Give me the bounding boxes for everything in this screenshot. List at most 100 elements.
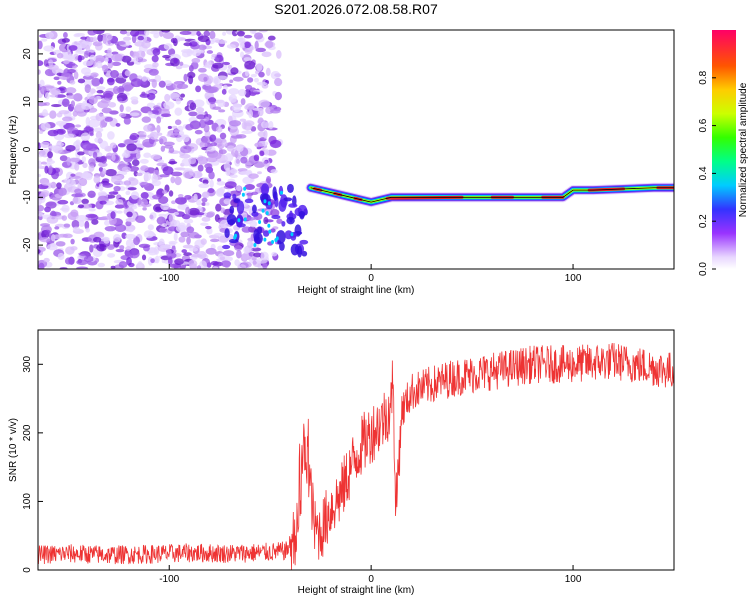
spectrogram-noise-blob	[274, 78, 283, 87]
spectrogram-noise-blob	[43, 45, 55, 52]
spectrogram-xtick-label: 100	[565, 273, 582, 284]
spectrogram-noise-blob	[168, 161, 178, 165]
spectrogram-noise-blob	[265, 67, 271, 77]
spectrogram-noise-blob	[140, 198, 149, 207]
spectrogram-noise-blob	[54, 226, 60, 230]
spectrogram-noise-blob	[234, 259, 240, 267]
spectrogram-noise-blob	[158, 80, 166, 88]
spectrogram-noise-blob	[118, 261, 128, 269]
spectrogram-transition-blob	[251, 211, 259, 217]
spectrogram-noise-blob	[226, 145, 235, 152]
spectrogram-noise-blob	[102, 168, 107, 175]
spectrogram-transition-blob	[279, 190, 283, 195]
spectrogram-noise-blob	[38, 160, 42, 169]
spectrogram-noise-blob	[206, 146, 216, 152]
spectrogram-noise-blob	[57, 199, 69, 205]
spectrogram-noise-blob	[84, 84, 92, 94]
spectrogram-transition-blob	[279, 242, 285, 251]
spectrogram-noise-blob	[213, 232, 223, 237]
spectrogram-noise-blob	[241, 226, 252, 233]
spectrogram-noise-blob	[171, 200, 176, 205]
spectrogram-noise-blob	[212, 62, 224, 69]
spectrogram-noise-blob	[198, 67, 207, 73]
spectrogram-noise-blob	[125, 190, 131, 196]
spectrogram-noise-blob	[219, 132, 227, 140]
spectrogram-noise-blob	[251, 191, 259, 196]
spectrogram-noise-blob	[243, 57, 252, 62]
spectrogram-noise-blob	[137, 261, 143, 269]
spectrogram-noise-blob	[208, 96, 216, 105]
spectrogram-y-label: Frequency (Hz)	[8, 116, 19, 185]
spectrogram-noise-blob	[88, 118, 100, 128]
spectrogram-noise-blob	[188, 75, 194, 85]
spectrogram-noise-blob	[125, 217, 137, 223]
spectrogram-noise-blob	[119, 30, 128, 35]
spectrogram-transition-blob	[290, 243, 300, 256]
spectrogram-noise-blob	[162, 32, 174, 39]
spectrogram-noise-blob	[160, 145, 166, 152]
spectrogram-transition-blob	[298, 211, 306, 218]
spectrogram-noise-blob	[70, 238, 75, 245]
spectrogram-noise-blob	[206, 156, 218, 163]
spectrogram-transition-blob	[263, 199, 267, 204]
spectrogram-noise-blob	[158, 136, 168, 145]
spectrogram-noise-blob	[208, 171, 215, 180]
spectrogram-noise-blob	[113, 185, 121, 192]
spectrogram-noise-blob	[221, 88, 227, 95]
spectrogram-noise-blob	[63, 133, 75, 139]
spectrogram-noise-blob	[235, 249, 242, 259]
spectrogram-noise-blob	[175, 97, 182, 105]
spectrogram-noise-blob	[156, 116, 162, 124]
spectrogram-noise-blob	[114, 204, 125, 209]
spectrogram-transition-blob	[224, 228, 230, 239]
spectrogram-noise-blob	[139, 158, 149, 164]
spectrogram-noise-blob	[119, 245, 125, 250]
spectrogram-noise-blob	[38, 173, 42, 178]
spectrogram-noise-blob	[116, 210, 123, 214]
spectrogram-noise-blob	[217, 245, 224, 251]
spectrogram-noise-blob	[174, 176, 182, 186]
spectrogram-noise-blob	[274, 73, 282, 78]
spectrogram-transition-blob	[241, 192, 245, 197]
spectrogram-noise-blob	[61, 98, 70, 107]
spectrogram-noise-blob	[147, 111, 153, 115]
spectrogram-noise-blob	[51, 104, 62, 108]
snr-xtick-label: 100	[565, 574, 582, 585]
spectrogram-noise-blob	[81, 198, 89, 205]
spectrogram-noise-blob	[191, 170, 203, 179]
spectrogram-noise-blob	[221, 140, 228, 147]
colorbar-tick-label: 0.4	[698, 166, 709, 180]
spectrogram-noise-blob	[173, 232, 178, 242]
spectrogram-noise-blob	[168, 147, 175, 154]
spectrogram-noise-blob	[243, 34, 253, 39]
spectrogram-noise-blob	[136, 172, 143, 177]
spectrogram-noise-blob	[203, 30, 210, 37]
spectrogram-noise-blob	[141, 75, 148, 82]
spectrogram-noise-blob	[173, 211, 180, 216]
spectrogram-noise-blob	[184, 194, 192, 200]
spectrogram-noise-blob	[267, 35, 276, 41]
spectrogram-noise-blob	[152, 48, 161, 56]
spectrogram-transition-blob	[252, 204, 257, 214]
spectrogram-noise-blob	[182, 244, 194, 249]
spectrogram-noise-blob	[127, 187, 137, 191]
spectrogram-noise-blob	[92, 41, 103, 47]
spectrogram-noise-blob	[45, 201, 57, 209]
spectrogram-noise-blob	[129, 132, 139, 141]
spectrogram-noise-blob	[38, 69, 41, 75]
spectrogram-noise-blob	[179, 30, 192, 36]
spectrogram-transition-blob	[228, 238, 239, 244]
spectrogram-noise-blob	[128, 177, 136, 182]
spectrogram-noise-blob	[164, 93, 171, 102]
spectrogram-noise-blob	[237, 264, 247, 269]
spectrogram-noise-blob	[38, 249, 41, 254]
spectrogram-noise-blob	[42, 109, 48, 117]
spectrogram-noise-blob	[199, 141, 208, 149]
spectrogram-noise-blob	[168, 190, 174, 197]
spectrogram-noise-blob	[157, 132, 163, 136]
spectrogram-noise-blob	[80, 132, 91, 141]
spectrogram-noise-blob	[43, 257, 50, 263]
spectrogram-noise-blob	[46, 159, 56, 165]
spectrogram-ytick-label: -10	[22, 190, 33, 205]
spectrogram-noise-blob	[248, 91, 261, 95]
